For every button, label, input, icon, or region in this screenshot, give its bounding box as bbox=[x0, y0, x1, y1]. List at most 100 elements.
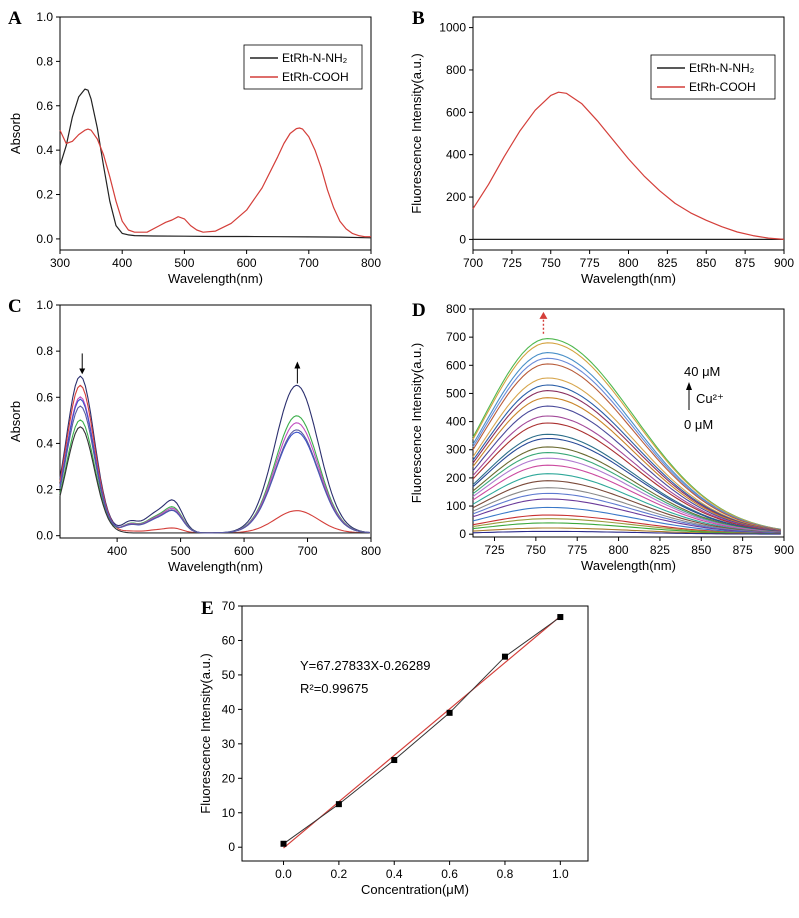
series-line bbox=[472, 498, 781, 534]
data-point bbox=[391, 757, 398, 764]
y-tick-label: 1.0 bbox=[36, 10, 53, 24]
x-tick-label: 700 bbox=[463, 256, 483, 270]
y-tick-label: 0 bbox=[459, 232, 466, 246]
x-tick-label: 750 bbox=[541, 256, 561, 270]
x-axis-label: Wavelength(nm) bbox=[581, 558, 676, 573]
series-line bbox=[472, 384, 781, 531]
series-line bbox=[472, 415, 781, 532]
y-tick-label: 0.4 bbox=[36, 143, 53, 157]
y-axis-label: Fluorescence Intensity(a.u.) bbox=[409, 343, 424, 503]
y-axis-label: Absorb bbox=[8, 113, 23, 154]
y-tick-label: 800 bbox=[446, 302, 466, 316]
y-tick-label: 0.8 bbox=[36, 54, 53, 68]
x-tick-label: 0.0 bbox=[275, 867, 292, 881]
series-line bbox=[59, 405, 370, 534]
x-tick-label: 800 bbox=[361, 256, 381, 270]
y-tick-label: 70 bbox=[222, 599, 236, 613]
x-tick-label: 725 bbox=[484, 543, 504, 557]
panel-label: C bbox=[8, 296, 22, 317]
y-tick-label: 100 bbox=[446, 499, 466, 513]
y-tick-label: 60 bbox=[222, 633, 236, 647]
x-tick-label: 850 bbox=[691, 543, 711, 557]
y-tick-label: 0 bbox=[228, 840, 235, 854]
y-tick-label: 0.2 bbox=[36, 483, 53, 497]
legend-label: EtRh-COOH bbox=[689, 80, 756, 94]
y-tick-label: 0.0 bbox=[36, 232, 53, 246]
panel-b-chart: 700 725 750 775 800 825 850 875 900 0 200 400 600 800… bbox=[409, 8, 794, 286]
x-tick-label: 825 bbox=[657, 256, 677, 270]
y-tick-label: 1000 bbox=[439, 21, 466, 35]
y-tick-label: 10 bbox=[222, 806, 236, 820]
annotation-low: 0 μM bbox=[684, 417, 713, 432]
panel-c-chart: 400 500 600 700 800 0.0 0.2 0.4 0.6 0.8 1.0 Wavelen… bbox=[8, 296, 381, 574]
data-point bbox=[335, 801, 342, 808]
x-tick-label: 1.0 bbox=[552, 867, 569, 881]
y-axis-label: Absorb bbox=[8, 401, 23, 442]
y-tick-label: 500 bbox=[446, 386, 466, 400]
series-line bbox=[472, 363, 781, 531]
plot-area bbox=[472, 308, 785, 538]
x-tick-label: 500 bbox=[171, 544, 191, 558]
series-line bbox=[472, 405, 781, 532]
y-tick-label: 30 bbox=[222, 737, 236, 751]
x-tick-label: 600 bbox=[234, 544, 254, 558]
x-tick-label: 800 bbox=[361, 544, 381, 558]
x-tick-label: 825 bbox=[650, 543, 670, 557]
x-tick-label: 700 bbox=[298, 544, 318, 558]
y-tick-label: 600 bbox=[446, 105, 466, 119]
y-tick-label: 20 bbox=[222, 771, 236, 785]
x-tick-label: 400 bbox=[107, 544, 127, 558]
y-axis-label: Fluorescence Intensity(a.u.) bbox=[409, 53, 424, 213]
x-tick-label: 0.2 bbox=[331, 867, 348, 881]
x-axis-label: Wavelength(nm) bbox=[581, 271, 676, 286]
legend: EtRh-N-NH₂ EtRh-COOH bbox=[243, 44, 363, 90]
panel-a-chart: 300 400 500 600 700 800 0.0 0.2 0.4 0.6 0.8 1.0 Wave… bbox=[8, 8, 381, 286]
y-tick-label: 800 bbox=[446, 63, 466, 77]
x-tick-label: 775 bbox=[580, 256, 600, 270]
data-line bbox=[283, 616, 561, 845]
series-line bbox=[472, 492, 781, 534]
x-tick-label: 725 bbox=[502, 256, 522, 270]
y-tick-label: 400 bbox=[446, 415, 466, 429]
plot-area bbox=[472, 16, 785, 251]
panel-label: A bbox=[8, 8, 22, 29]
y-tick-label: 0.8 bbox=[36, 344, 53, 358]
x-tick-label: 400 bbox=[112, 256, 132, 270]
legend: EtRh-N-NH₂ EtRh-COOH bbox=[650, 54, 776, 100]
data-point bbox=[501, 653, 508, 660]
plot-area bbox=[241, 605, 589, 862]
fit-r-squared: R²=0.99675 bbox=[300, 681, 368, 696]
fit-equation: Y=67.27833X-0.26289 bbox=[300, 658, 430, 673]
y-tick-label: 0 bbox=[459, 527, 466, 541]
y-tick-label: 50 bbox=[222, 668, 236, 682]
data-point bbox=[446, 709, 453, 716]
y-tick-label: 40 bbox=[222, 702, 236, 716]
series-line bbox=[472, 91, 785, 240]
data-point bbox=[557, 614, 564, 621]
x-tick-label: 900 bbox=[774, 543, 794, 557]
x-tick-label: 0.6 bbox=[441, 867, 458, 881]
plot-area bbox=[59, 304, 372, 539]
legend-label: EtRh-N-NH₂ bbox=[282, 51, 348, 65]
series-line bbox=[472, 437, 781, 533]
series-line bbox=[472, 480, 781, 534]
conc-arrow-head bbox=[686, 382, 692, 390]
series-line bbox=[472, 342, 781, 530]
plot-area bbox=[59, 16, 372, 251]
legend-label: EtRh-N-NH₂ bbox=[689, 61, 755, 75]
x-tick-label: 875 bbox=[733, 543, 753, 557]
y-tick-label: 1.0 bbox=[36, 298, 53, 312]
down-arrow-head bbox=[79, 368, 86, 375]
x-tick-label: 775 bbox=[567, 543, 587, 557]
red-arrow-head bbox=[539, 311, 548, 319]
panel-label: D bbox=[412, 300, 426, 321]
fit-line bbox=[283, 615, 561, 849]
y-tick-label: 200 bbox=[446, 190, 466, 204]
x-tick-label: 300 bbox=[50, 256, 70, 270]
series-line bbox=[472, 452, 781, 533]
x-axis-label: Wavelength(nm) bbox=[168, 271, 263, 286]
series-line bbox=[472, 464, 781, 533]
series-line bbox=[472, 446, 781, 533]
series-line bbox=[472, 522, 781, 535]
